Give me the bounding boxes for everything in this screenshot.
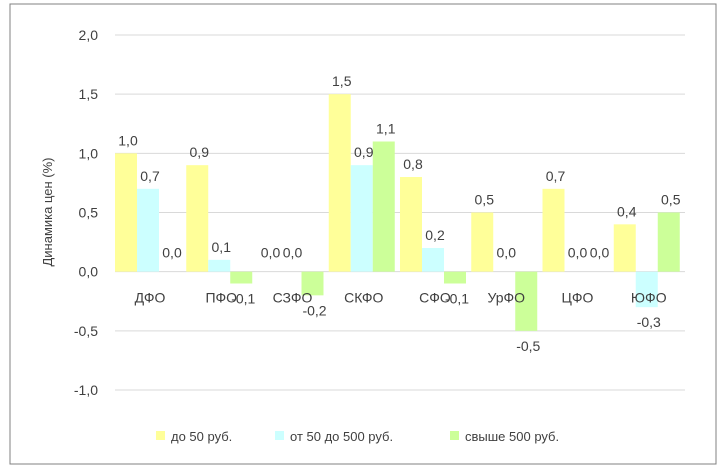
bar xyxy=(230,271,253,284)
bar xyxy=(657,212,680,272)
bar xyxy=(328,94,351,272)
x-tick-labels: ДФО ПФО СЗФО СКФО СФО УрФО ЦФО ЮФО xyxy=(135,290,667,306)
data-label: 1,1 xyxy=(376,121,396,137)
x-tick-label: СКФО xyxy=(344,290,383,306)
y-tick-label: -0,5 xyxy=(74,323,98,339)
data-label: 0,5 xyxy=(661,192,681,208)
bar xyxy=(115,153,137,272)
y-tick-label: -1,0 xyxy=(74,382,98,398)
bar xyxy=(400,177,422,272)
data-labels: 1,00,70,00,90,1-0,10,0 0,0-0,21,50,91,10,… xyxy=(118,73,680,354)
data-label: 0,5 xyxy=(475,192,495,208)
data-label: 0,9 xyxy=(354,144,374,160)
y-tick-label: 1,5 xyxy=(79,86,99,102)
bar xyxy=(208,259,231,272)
legend-swatch xyxy=(156,431,165,440)
data-label: -0,1 xyxy=(231,291,255,307)
bar xyxy=(515,271,538,331)
x-tick-label: ЦФО xyxy=(562,290,594,306)
y-tick-label: 2,0 xyxy=(79,27,99,43)
data-label: 0,0 xyxy=(568,245,588,261)
data-label: 0,0 xyxy=(162,245,182,261)
data-label: 0,0 xyxy=(283,245,303,261)
data-label: 0,2 xyxy=(425,227,445,243)
x-tick-label: ПФО xyxy=(205,290,237,306)
data-label: 0,9 xyxy=(190,144,210,160)
data-label: 0,7 xyxy=(140,168,160,184)
bar xyxy=(372,141,395,272)
legend-label: от 50 до 500 руб. xyxy=(290,429,393,444)
y-tick-label: 1,0 xyxy=(79,145,99,161)
x-tick-label: СФО xyxy=(419,290,451,306)
data-label: 0,0 xyxy=(590,245,610,261)
data-label: 0,7 xyxy=(546,168,566,184)
data-label: -0,1 xyxy=(445,291,469,307)
bar xyxy=(444,271,466,284)
data-label: 1,0 xyxy=(118,132,138,148)
x-tick-label: ЮФО xyxy=(631,290,667,306)
data-label: 0,0 xyxy=(261,245,281,261)
data-label: 0,4 xyxy=(617,203,637,219)
data-label: -0,3 xyxy=(637,314,661,330)
legend-swatch xyxy=(275,431,284,440)
bar xyxy=(422,248,444,272)
data-label: -0,2 xyxy=(302,302,326,318)
data-label: 0,1 xyxy=(212,239,232,255)
data-label: 1,5 xyxy=(332,73,352,89)
bar xyxy=(542,188,565,272)
bar xyxy=(350,165,373,272)
bar xyxy=(301,271,324,296)
x-tick-label: ДФО xyxy=(135,290,166,306)
y-axis-title: Динамика цен (%) xyxy=(40,157,55,266)
legend-label: до 50 руб. xyxy=(171,429,232,444)
x-tick-label: СЗФО xyxy=(273,290,313,306)
y-tick-label: 0,0 xyxy=(79,264,99,280)
bar xyxy=(635,271,658,308)
bars xyxy=(115,94,680,331)
bar xyxy=(186,165,209,272)
y-tick-labels: 2,0 1,5 1,0 0,5 0,0 -0,5 -1,0 xyxy=(74,27,98,398)
y-tick-label: 0,5 xyxy=(79,205,99,221)
data-label: -0,5 xyxy=(516,338,540,354)
legend: до 50 руб. от 50 до 500 руб. свыше 500 руб… xyxy=(156,429,559,444)
legend-swatch xyxy=(450,431,459,440)
bar xyxy=(137,188,159,272)
bar xyxy=(613,224,636,272)
legend-label: свыше 500 руб. xyxy=(465,429,559,444)
bar xyxy=(471,212,494,272)
data-label: 0,0 xyxy=(497,245,517,261)
x-tick-label: УрФО xyxy=(487,290,525,306)
data-label: 0,8 xyxy=(403,156,423,172)
